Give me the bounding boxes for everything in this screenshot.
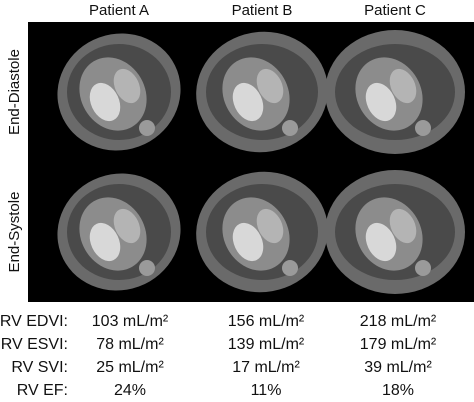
ct-image — [325, 170, 465, 294]
aorta — [415, 120, 431, 136]
ct-image — [196, 31, 328, 153]
cell-value: 39 mL/m² — [364, 359, 432, 376]
aorta — [282, 260, 298, 276]
row-label: RV ESVI: — [1, 336, 68, 353]
row-label: RV EF: — [17, 382, 68, 399]
cell-value: 179 mL/m² — [360, 336, 437, 353]
aorta — [415, 260, 431, 276]
chamber — [389, 68, 417, 104]
row-header: End-Systole — [6, 192, 23, 273]
chamber — [232, 82, 264, 122]
chamber — [256, 208, 284, 244]
cell-value: 11% — [251, 382, 282, 399]
chamber — [89, 82, 121, 122]
chamber — [89, 222, 121, 262]
column-header: Patient A — [89, 2, 149, 19]
chamber — [389, 208, 417, 244]
ct-image — [57, 33, 181, 151]
cell-value: 17 mL/m² — [232, 359, 300, 376]
chamber — [232, 222, 264, 262]
aorta — [139, 120, 155, 136]
cell-value: 18% — [382, 382, 414, 399]
row-label: RV SVI: — [11, 359, 68, 376]
cell-value: 25 mL/m² — [96, 359, 164, 376]
ct-images — [57, 30, 465, 294]
cell-value: 156 mL/m² — [228, 313, 305, 330]
cell-value: 103 mL/m² — [92, 313, 169, 330]
chamber — [365, 222, 397, 262]
column-header: Patient B — [232, 2, 293, 19]
cell-value: 78 mL/m² — [96, 336, 164, 353]
cell-value: 24% — [114, 382, 146, 399]
chamber — [365, 82, 397, 122]
aorta — [139, 260, 155, 276]
cell-value: 139 mL/m² — [228, 336, 305, 353]
row-header: End-Diastole — [6, 49, 23, 135]
chamber — [256, 68, 284, 104]
ct-image — [57, 173, 181, 291]
results-table: RV EDVI: 103 mL/m² 156 mL/m² 218 mL/m² RV ES… — [0, 313, 437, 399]
ct-image — [325, 30, 465, 154]
cell-value: 218 mL/m² — [360, 313, 437, 330]
ct-image — [196, 171, 328, 293]
chamber — [113, 68, 141, 104]
column-header: Patient C — [364, 2, 426, 19]
aorta — [282, 120, 298, 136]
chamber — [113, 208, 141, 244]
row-label: RV EDVI: — [0, 313, 68, 330]
